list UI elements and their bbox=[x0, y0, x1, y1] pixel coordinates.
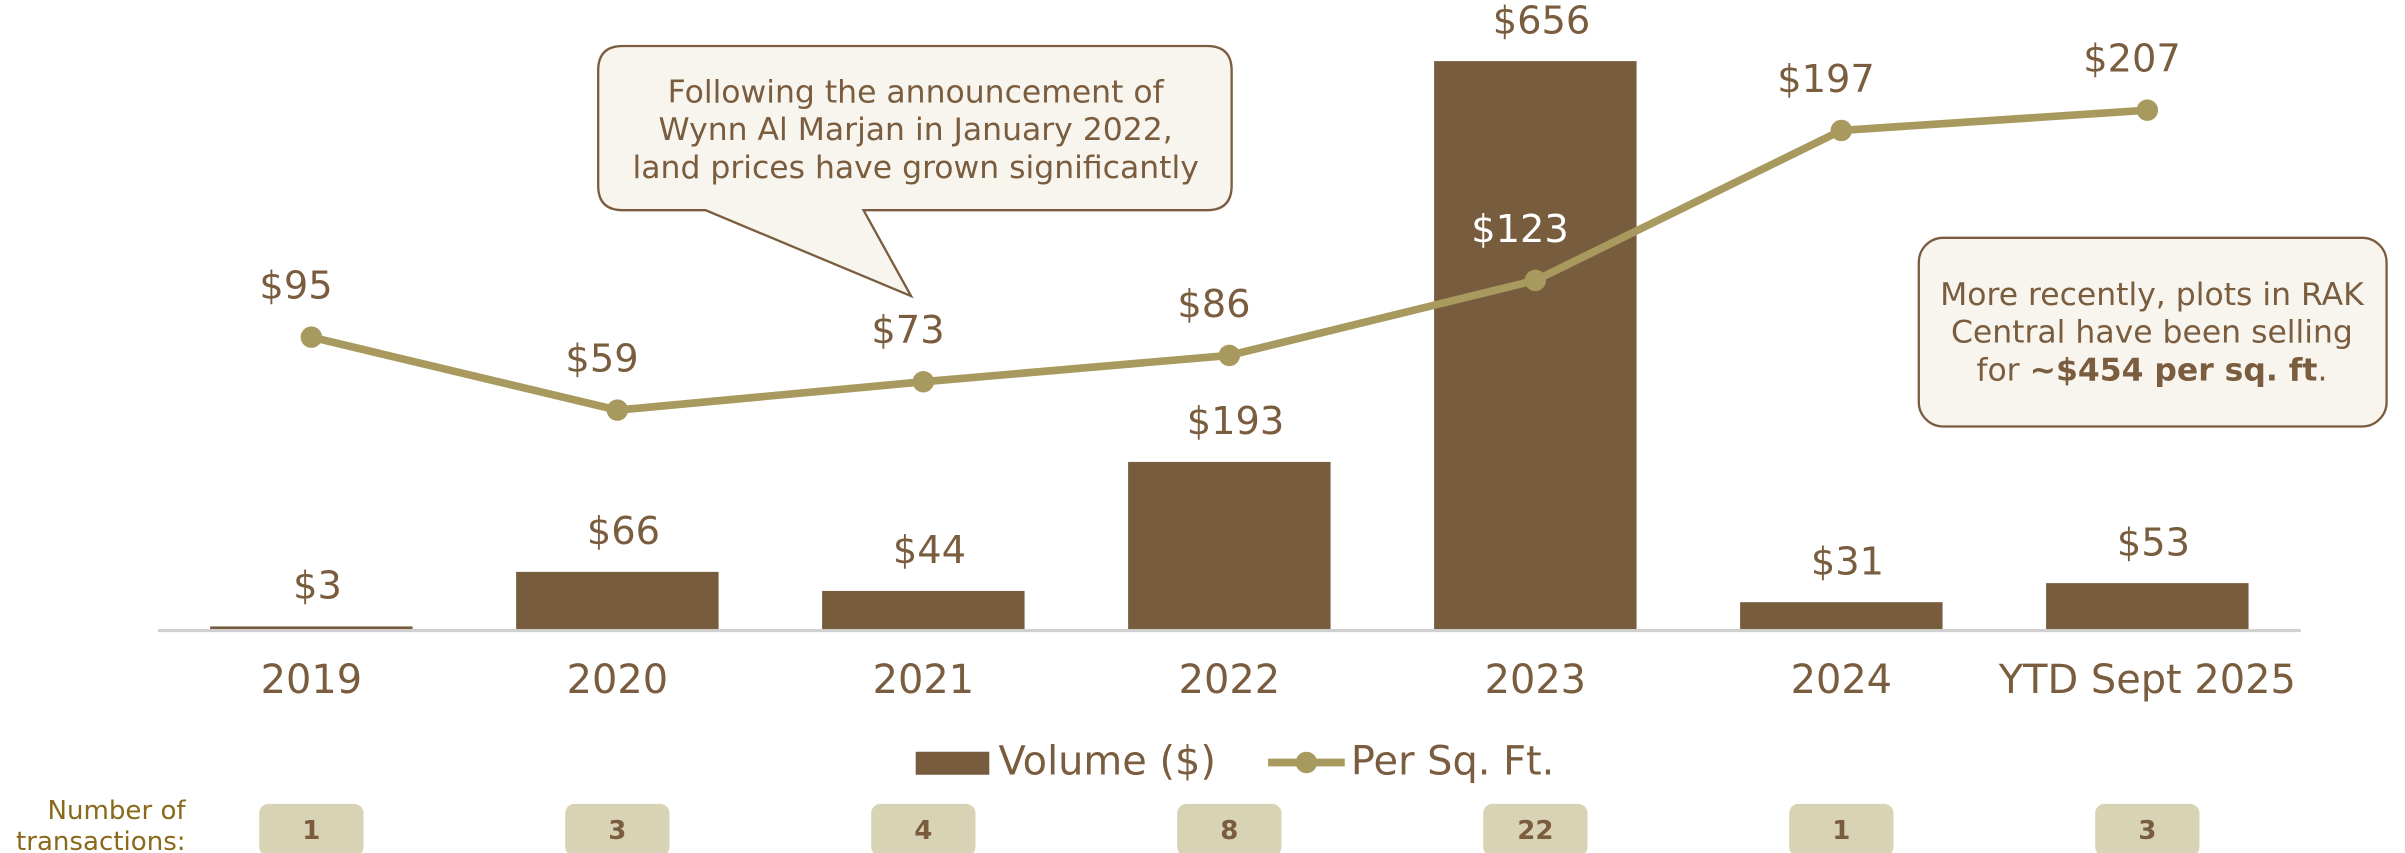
line-value-label: $207 bbox=[2083, 37, 2181, 82]
bar-value-label: $66 bbox=[587, 509, 660, 554]
line-point bbox=[2136, 99, 2159, 121]
annotation-text-part: for bbox=[1976, 352, 2029, 388]
transactions-box bbox=[1483, 803, 1588, 853]
line-value-label: $197 bbox=[1777, 57, 1875, 102]
line-point bbox=[912, 371, 935, 393]
transactions-box bbox=[259, 803, 364, 853]
line-value-label: $73 bbox=[871, 308, 944, 353]
transactions-count: 4 bbox=[914, 816, 932, 846]
bar bbox=[822, 590, 1025, 630]
bar-value-label: $193 bbox=[1187, 399, 1285, 444]
annotation-text: land prices have grown significantly bbox=[633, 150, 1199, 186]
line-value-label: $86 bbox=[1177, 282, 1250, 327]
bar-value-label: $53 bbox=[2117, 520, 2190, 565]
legend-swatch bbox=[915, 751, 990, 775]
line-value-label: $123 bbox=[1471, 207, 1569, 252]
annotation-text-part: . bbox=[2317, 352, 2327, 388]
transactions-label: transactions: bbox=[16, 827, 186, 853]
bar bbox=[1434, 61, 1637, 630]
legend-label: Volume ($) bbox=[999, 739, 1216, 785]
line-point bbox=[1218, 344, 1241, 367]
callout-box bbox=[597, 44, 1233, 299]
transactions-count: 8 bbox=[1220, 816, 1238, 846]
annotation-text: Central have been selling bbox=[1951, 315, 2353, 351]
x-tick-label: YTD Sept 2025 bbox=[1998, 657, 2296, 703]
transactions-box bbox=[1177, 803, 1282, 853]
x-tick-label: 2019 bbox=[261, 657, 362, 703]
bar bbox=[1740, 602, 1943, 630]
transactions-count: 3 bbox=[608, 816, 626, 846]
transactions-count: 1 bbox=[302, 816, 320, 846]
transactions-box bbox=[2095, 803, 2200, 853]
annotation-text: Following the announcement of bbox=[668, 75, 1165, 111]
bar bbox=[2046, 583, 2249, 630]
line-point bbox=[606, 399, 629, 421]
x-tick-label: 2021 bbox=[873, 657, 974, 703]
bar-value-label: $31 bbox=[1811, 539, 1884, 584]
line-point bbox=[300, 326, 323, 348]
legend-swatch bbox=[1295, 751, 1318, 774]
transactions-count: 22 bbox=[1517, 816, 1553, 846]
x-tick-label: 2022 bbox=[1179, 657, 1280, 703]
bar bbox=[1128, 461, 1331, 630]
annotation-text: for ~$454 per sq. ft. bbox=[1976, 352, 2327, 388]
legend-label: Per Sq. Ft. bbox=[1351, 739, 1554, 785]
bar bbox=[210, 626, 413, 630]
x-tick-label: 2023 bbox=[1485, 657, 1586, 703]
transactions-count: 3 bbox=[2138, 816, 2156, 846]
x-tick-label: 2020 bbox=[567, 657, 668, 703]
transactions-box bbox=[1789, 803, 1894, 853]
bar bbox=[516, 571, 719, 630]
line-point bbox=[1830, 119, 1853, 142]
transactions-count: 1 bbox=[1832, 816, 1850, 846]
transactions-box bbox=[565, 803, 670, 853]
annotation-text: Wynn Al Marjan in January 2022, bbox=[659, 112, 1173, 148]
line-point bbox=[1524, 269, 1547, 292]
annotation-text: More recently, plots in RAK bbox=[1940, 277, 2365, 313]
bar-value-label: $3 bbox=[293, 564, 342, 609]
annotation-text-part: ~$454 per sq. ft bbox=[2030, 352, 2318, 388]
line-value-label: $95 bbox=[259, 264, 332, 309]
transactions-label: Number of bbox=[47, 796, 186, 826]
x-tick-label: 2024 bbox=[1791, 657, 1892, 703]
bar-value-label: $44 bbox=[893, 528, 966, 573]
transactions-box bbox=[871, 803, 976, 853]
bar-value-label: $656 bbox=[1493, 0, 1591, 43]
callout-box bbox=[1917, 236, 2388, 428]
line-value-label: $59 bbox=[565, 337, 638, 382]
